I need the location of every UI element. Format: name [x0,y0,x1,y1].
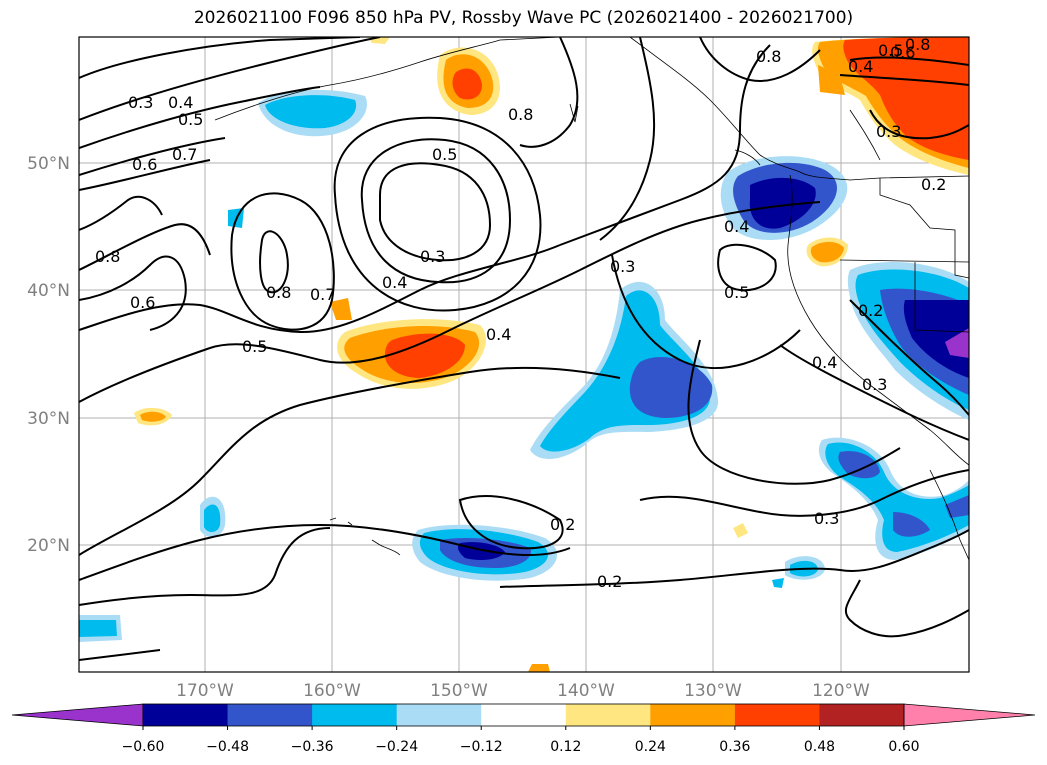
coastlines [214,37,969,561]
colorbar-cell [650,704,736,726]
lon-label: 130°W [684,681,742,701]
contour-label: 0.2 [921,175,946,194]
contour-label: 0.8 [756,47,781,66]
colorbar-cell [396,704,482,726]
contour-label: 0.5 [242,337,267,356]
colorbar-tick-label: 0.12 [550,739,581,755]
contour-label: 0.6 [132,155,157,174]
contour-label: 0.5 [178,110,203,129]
contour-label: 0.4 [812,353,837,372]
contour-label: 0.5 [878,41,903,60]
colorbar-cell [819,704,905,726]
contour-label: 0.3 [814,509,839,528]
colorbar-tick-label: 0.48 [804,739,835,755]
contour-label: 0.2 [550,515,575,534]
map-title: 2026021100 F096 850 hPa PV, Rossby Wave … [193,8,854,28]
contour-label: 0.2 [858,301,883,320]
contour-label: 0.3 [420,247,445,266]
lon-label: 160°W [303,681,361,701]
contour-label: 0.8 [508,105,533,124]
colorbar-cell [565,704,651,726]
lon-label: 170°W [176,681,234,701]
contour-label: 0.3 [128,93,153,112]
colorbar: −0.60 −0.48 −0.36 −0.24 −0.12 0.12 0.24 0.36 0.4… [11,703,1036,755]
colorbar-cell [481,704,567,726]
lat-label: 40°N [27,281,70,301]
contour-label: 0.3 [862,375,887,394]
colorbar-tick-label: −0.36 [291,739,334,755]
contour-label: 0.2 [597,572,622,591]
contour-label: 0.6 [890,43,915,62]
lat-label: 20°N [27,536,70,556]
contour-labels: 0.3 0.4 0.5 0.6 0.7 0.8 0.6 0.8 0.5 0.3 … [95,35,946,591]
contour-label: 0.8 [95,247,120,266]
colorbar-extend-max [903,703,1036,727]
pv-contours [79,37,969,661]
contour-label: 0.8 [266,283,291,302]
lat-label: 30°N [27,409,70,429]
contour-label: 0.6 [130,293,155,312]
contour-label: 0.4 [486,325,511,344]
colorbar-tick-label: −0.48 [206,739,249,755]
contour-label: 0.7 [172,145,197,164]
colorbar-cell [227,704,313,726]
map-plot-area: 0.3 0.4 0.5 0.6 0.7 0.8 0.6 0.8 0.5 0.3 … [79,35,969,672]
contour-label: 0.7 [310,285,335,304]
positive-anomaly-shading [134,37,969,672]
contour-label: 0.4 [848,57,873,76]
colorbar-tick-label: −0.12 [460,739,503,755]
colorbar-cell [312,704,398,726]
colorbar-tick-label: 0.60 [888,739,919,755]
lat-label: 50°N [27,154,70,174]
map-frame [78,36,970,673]
colorbar-cell [734,704,820,726]
colorbar-tick-label: −0.24 [375,739,418,755]
lon-label: 120°W [812,681,870,701]
contour-label: 0.4 [382,273,407,292]
colorbar-cell [143,704,229,726]
contour-label: 0.3 [876,122,901,141]
colorbar-tick-label: −0.60 [122,739,165,755]
colorbar-tick-label: 0.24 [635,739,666,755]
colorbar-extend-min [11,703,144,727]
contour-label: 0.3 [610,257,635,276]
contour-label: 0.4 [168,93,193,112]
contour-label: 0.5 [432,145,457,164]
lon-label: 150°W [430,681,488,701]
contour-label: 0.8 [905,35,930,54]
lon-label: 140°W [557,681,615,701]
contour-label: 0.5 [724,283,749,302]
colorbar-tick-label: 0.36 [719,739,750,755]
colorbar-frame [142,703,905,727]
contour-label: 0.4 [724,217,749,236]
